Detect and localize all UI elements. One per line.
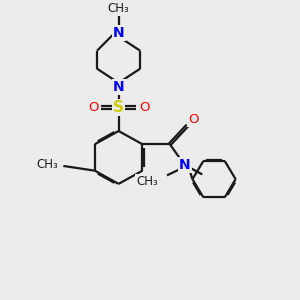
Text: CH₃: CH₃ [108,2,130,15]
Text: S: S [113,100,124,115]
Text: O: O [188,113,199,126]
Text: N: N [113,26,124,40]
Text: N: N [179,158,190,172]
Text: O: O [88,101,98,114]
Text: CH₃: CH₃ [136,175,158,188]
Text: CH₃: CH₃ [37,158,58,171]
Text: O: O [139,101,149,114]
Text: N: N [113,80,124,94]
